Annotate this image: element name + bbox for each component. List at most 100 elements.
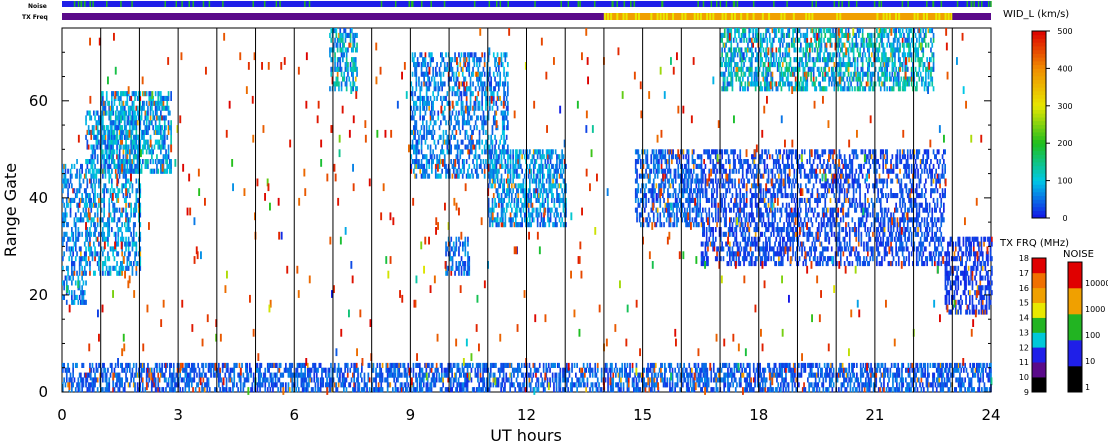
echo-cell (467, 120, 469, 126)
echo-cell (413, 129, 415, 135)
echo-cell (352, 62, 354, 68)
echo-cell (105, 144, 108, 150)
echo-cell (700, 173, 703, 179)
echo-cell (867, 168, 869, 174)
echo-cell (100, 125, 103, 131)
echo-cell (554, 207, 557, 213)
echo-cell (144, 144, 147, 150)
echo-cell (495, 163, 498, 169)
echo-cell (333, 47, 335, 53)
echo-cell (642, 159, 645, 165)
echo-cell (762, 241, 765, 247)
echo-cell (154, 129, 157, 135)
echo-cell (503, 144, 505, 150)
echo-cell (432, 66, 434, 72)
echo-cell (739, 227, 742, 233)
echo-cell (63, 294, 65, 300)
echo-cell (478, 62, 481, 68)
echo-cell (864, 222, 867, 228)
echo-cell (132, 227, 135, 233)
echo-cell (698, 178, 700, 184)
echo-cell (740, 197, 743, 203)
echo-cell (558, 154, 561, 160)
echo-cell (649, 178, 651, 184)
echo-cell (81, 168, 83, 174)
echo-cell (489, 178, 491, 184)
echo-cell (747, 222, 749, 228)
echo-cell (440, 120, 442, 126)
echo-cell (330, 57, 333, 63)
echo-cell (120, 105, 122, 111)
echo-cell (134, 212, 136, 218)
echo-cell (134, 125, 136, 131)
echo-cell (751, 217, 753, 223)
echo-cell (511, 207, 513, 213)
echo-cell (823, 217, 825, 223)
echo-cell (432, 125, 434, 131)
echo-cell (843, 178, 846, 184)
echo-cell (62, 256, 64, 262)
echo-cell (838, 246, 841, 252)
echo-cell (794, 256, 797, 262)
echo-cell (758, 183, 761, 189)
txfreq-segment (947, 13, 950, 20)
echo-cell (837, 207, 839, 213)
echo-cell (723, 231, 726, 237)
echo-cell (829, 217, 832, 223)
echo-cell (85, 202, 87, 208)
echo-cell (758, 236, 761, 242)
echo-cell (663, 222, 665, 228)
echo-cell (721, 173, 723, 179)
echo-cell (483, 62, 486, 68)
echo-cell (659, 183, 662, 189)
echo-cell (78, 168, 81, 174)
echo-cell (93, 231, 95, 237)
echo-cell (410, 144, 413, 150)
noise-bar-segment (633, 1, 636, 7)
echo-cell (494, 57, 496, 63)
echo-cell (100, 91, 103, 97)
echo-cell (873, 227, 876, 233)
echo-cell (517, 202, 520, 208)
echo-cell (144, 91, 147, 97)
echo-cell (517, 197, 520, 203)
echo-cell (499, 163, 502, 169)
echo-cell (780, 178, 783, 184)
echo-cell (86, 139, 89, 145)
echo-cell (352, 57, 354, 63)
echo-cell (711, 212, 713, 218)
echo-cell (103, 100, 105, 106)
echo-cell (136, 134, 139, 140)
echo-cell (508, 168, 511, 174)
echo-cell (454, 52, 456, 58)
echo-cell (527, 154, 530, 160)
echo-cell (491, 202, 494, 208)
echo-cell (93, 270, 95, 276)
echo-cell (834, 168, 837, 174)
echo-cell (789, 236, 792, 242)
echo-cell (823, 183, 825, 189)
echo-cell (723, 222, 726, 228)
echo-cell (151, 105, 153, 111)
echo-cell (468, 66, 471, 72)
echo-cell (859, 163, 861, 169)
echo-cell (460, 168, 463, 174)
echo-cell (789, 227, 792, 233)
echo-cell (760, 159, 762, 165)
echo-cell (140, 115, 143, 121)
echo-cell (72, 251, 74, 257)
echo-cell (731, 256, 734, 262)
echo-cell (354, 47, 357, 53)
echo-cell (823, 256, 825, 262)
echo-cell (474, 71, 477, 77)
echo-cell (851, 149, 854, 155)
echo-cell (511, 222, 513, 228)
echo-cell (505, 71, 508, 77)
echo-cell (415, 76, 418, 82)
echo-cell (483, 163, 486, 169)
echo-cell (745, 246, 748, 252)
echo-cell (125, 236, 127, 242)
echo-cell (736, 246, 739, 252)
echo-cell (664, 207, 667, 213)
txfreq-segment (761, 13, 764, 20)
